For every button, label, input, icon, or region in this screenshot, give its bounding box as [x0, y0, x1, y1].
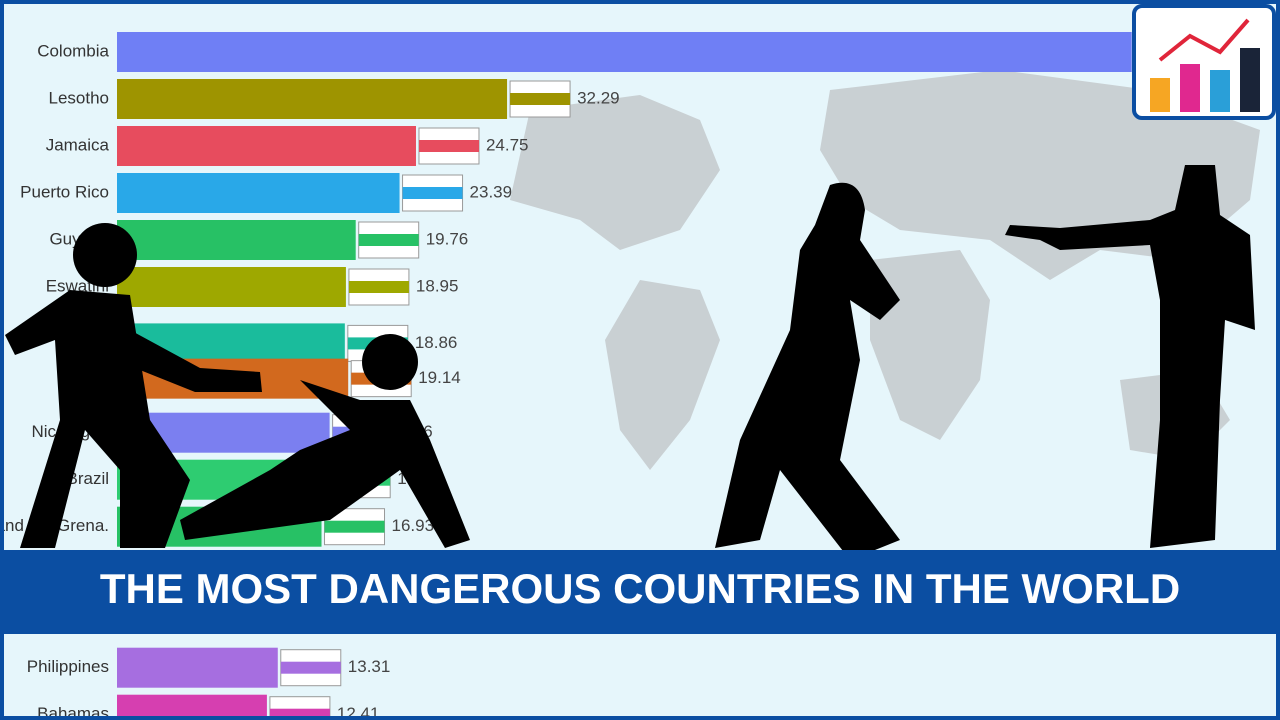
- flag-stripe: [348, 281, 409, 293]
- bar: [117, 647, 278, 688]
- bar: [117, 220, 356, 260]
- flag-stripe: [324, 520, 385, 533]
- silhouettes: [5, 165, 1255, 560]
- category-label: Puerto Rico: [20, 182, 109, 201]
- flag-stripe: [402, 187, 463, 199]
- flag-stripe: [269, 708, 330, 720]
- value-label: 18.86: [415, 333, 458, 352]
- channel-logo: [1132, 4, 1276, 120]
- flag-stripe: [280, 661, 341, 674]
- value-label: 18.95: [416, 276, 459, 295]
- value-label: 24.75: [486, 135, 529, 154]
- category-label: Brazil: [66, 469, 109, 488]
- bar: [117, 694, 267, 720]
- category-label: Philippines: [27, 657, 109, 676]
- bar: [117, 79, 508, 119]
- bar: [117, 126, 416, 166]
- value-label: 19.14: [418, 368, 461, 387]
- flag-stripe: [510, 93, 571, 105]
- category-label: Jamaica: [46, 135, 110, 154]
- value-label: 23.39: [470, 182, 513, 201]
- flag-stripe: [418, 140, 479, 152]
- value-label: 13.31: [348, 657, 391, 676]
- value-label: 16.93: [392, 516, 435, 535]
- bar: [117, 267, 346, 307]
- category-label: Colombia: [37, 41, 109, 60]
- value-label: 32.29: [577, 88, 620, 107]
- category-label: Lesotho: [49, 88, 110, 107]
- chart-title: THE MOST DANGEROUS COUNTRIES IN THE WORL…: [100, 565, 1180, 612]
- flag-stripe: [358, 234, 419, 246]
- title-banner: [0, 550, 1280, 634]
- value-label: 19.76: [426, 229, 469, 248]
- bar: [117, 32, 1132, 72]
- bar: [117, 173, 400, 213]
